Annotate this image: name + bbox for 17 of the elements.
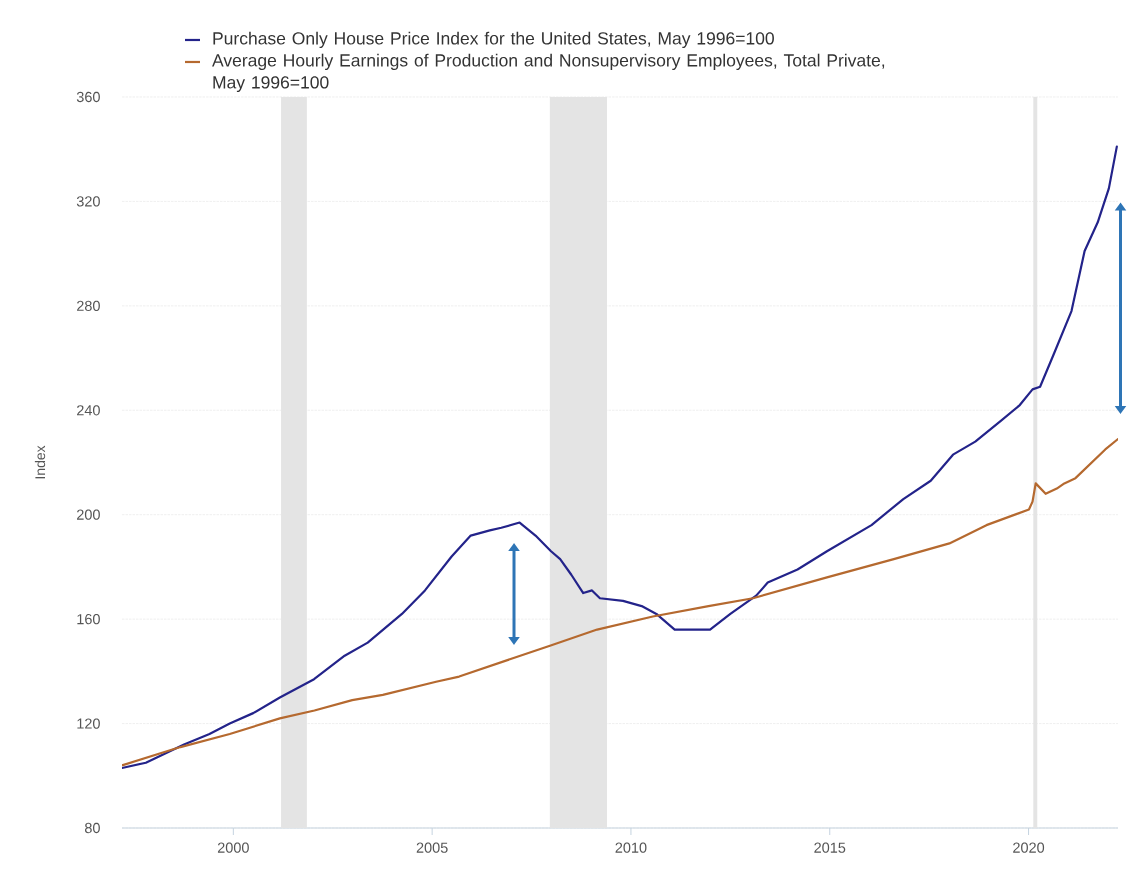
line-series <box>122 437 1119 767</box>
y-tick-label: 360 <box>76 91 100 103</box>
y-tick-label: 280 <box>77 300 100 311</box>
y-tick-label: 160 <box>77 614 100 625</box>
y-tick-label: 240 <box>77 405 100 416</box>
x-tick-label: 2005 <box>416 842 448 853</box>
y-tick-label: 120 <box>77 718 100 729</box>
x-tick-label: 2020 <box>1013 842 1045 853</box>
x-tick-label: 2010 <box>615 842 647 853</box>
legend-label: Purchase Only House Price Index for the United States, May 1996=100 <box>213 31 774 49</box>
x-tick-label: 2015 <box>814 842 846 853</box>
x-tick-label: 2000 <box>217 842 249 853</box>
y-tick-label: 80 <box>84 822 100 834</box>
y-tick-label: 320 <box>76 196 100 207</box>
y-tick-label: 200 <box>77 509 100 520</box>
y-axis-title: Index <box>34 445 46 479</box>
legend-label: Average Hourly Earnings of Production and Nonsupervisory Employees, Total Private, May 1996=100 <box>212 53 885 93</box>
